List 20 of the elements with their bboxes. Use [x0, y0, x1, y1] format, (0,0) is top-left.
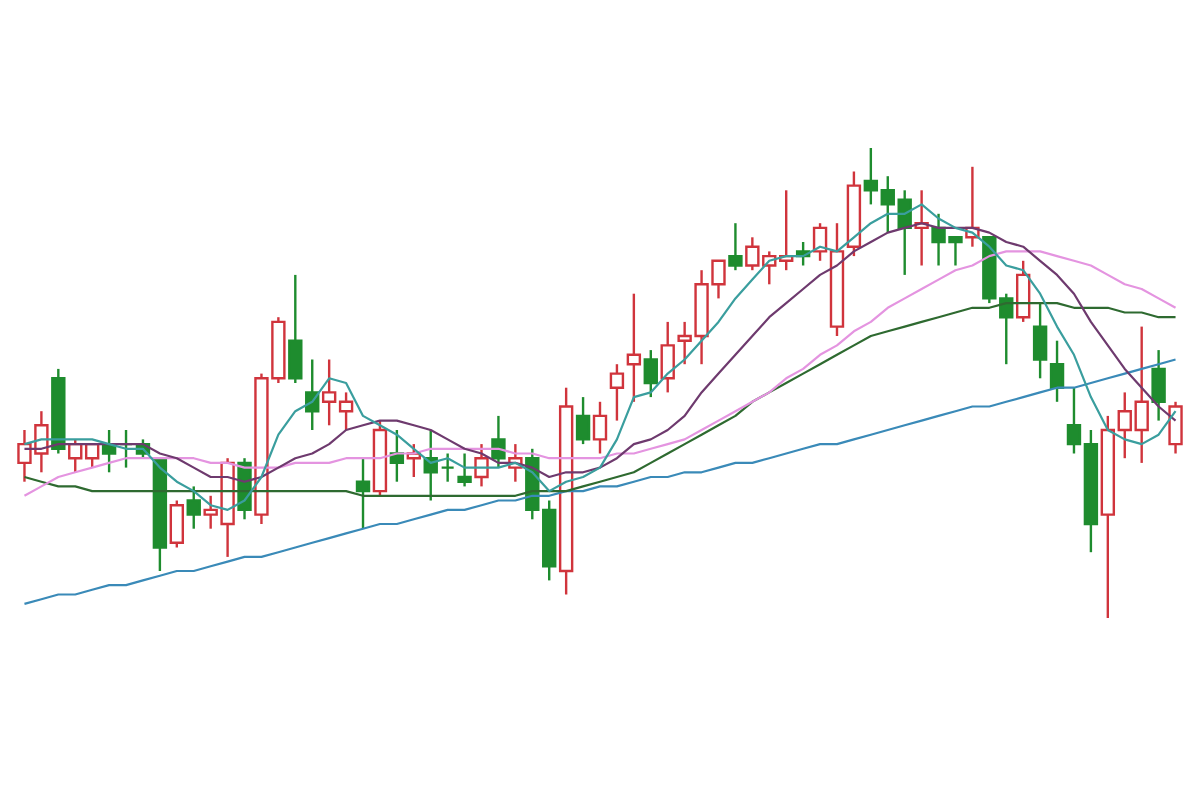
candlestick: [491, 414, 506, 469]
candlestick: [169, 499, 185, 549]
candlestick: [626, 292, 642, 403]
candlestick: [288, 273, 303, 385]
candlestick: [643, 348, 658, 399]
candlestick: [355, 457, 371, 530]
candlestick: [660, 320, 675, 394]
candlestick: [728, 222, 743, 272]
candlestick: [1049, 339, 1065, 403]
candlestick: [440, 452, 455, 483]
candlestick: [1151, 348, 1166, 422]
candlestick: [186, 485, 201, 530]
candlestick: [575, 395, 591, 446]
candlestick: [592, 400, 608, 455]
candlestick: [609, 363, 625, 422]
candlestick: [1032, 301, 1048, 380]
candlestick: [1168, 400, 1183, 455]
candlestick: [1015, 259, 1031, 324]
candlestick: [474, 442, 489, 488]
candlestick: [457, 452, 472, 488]
